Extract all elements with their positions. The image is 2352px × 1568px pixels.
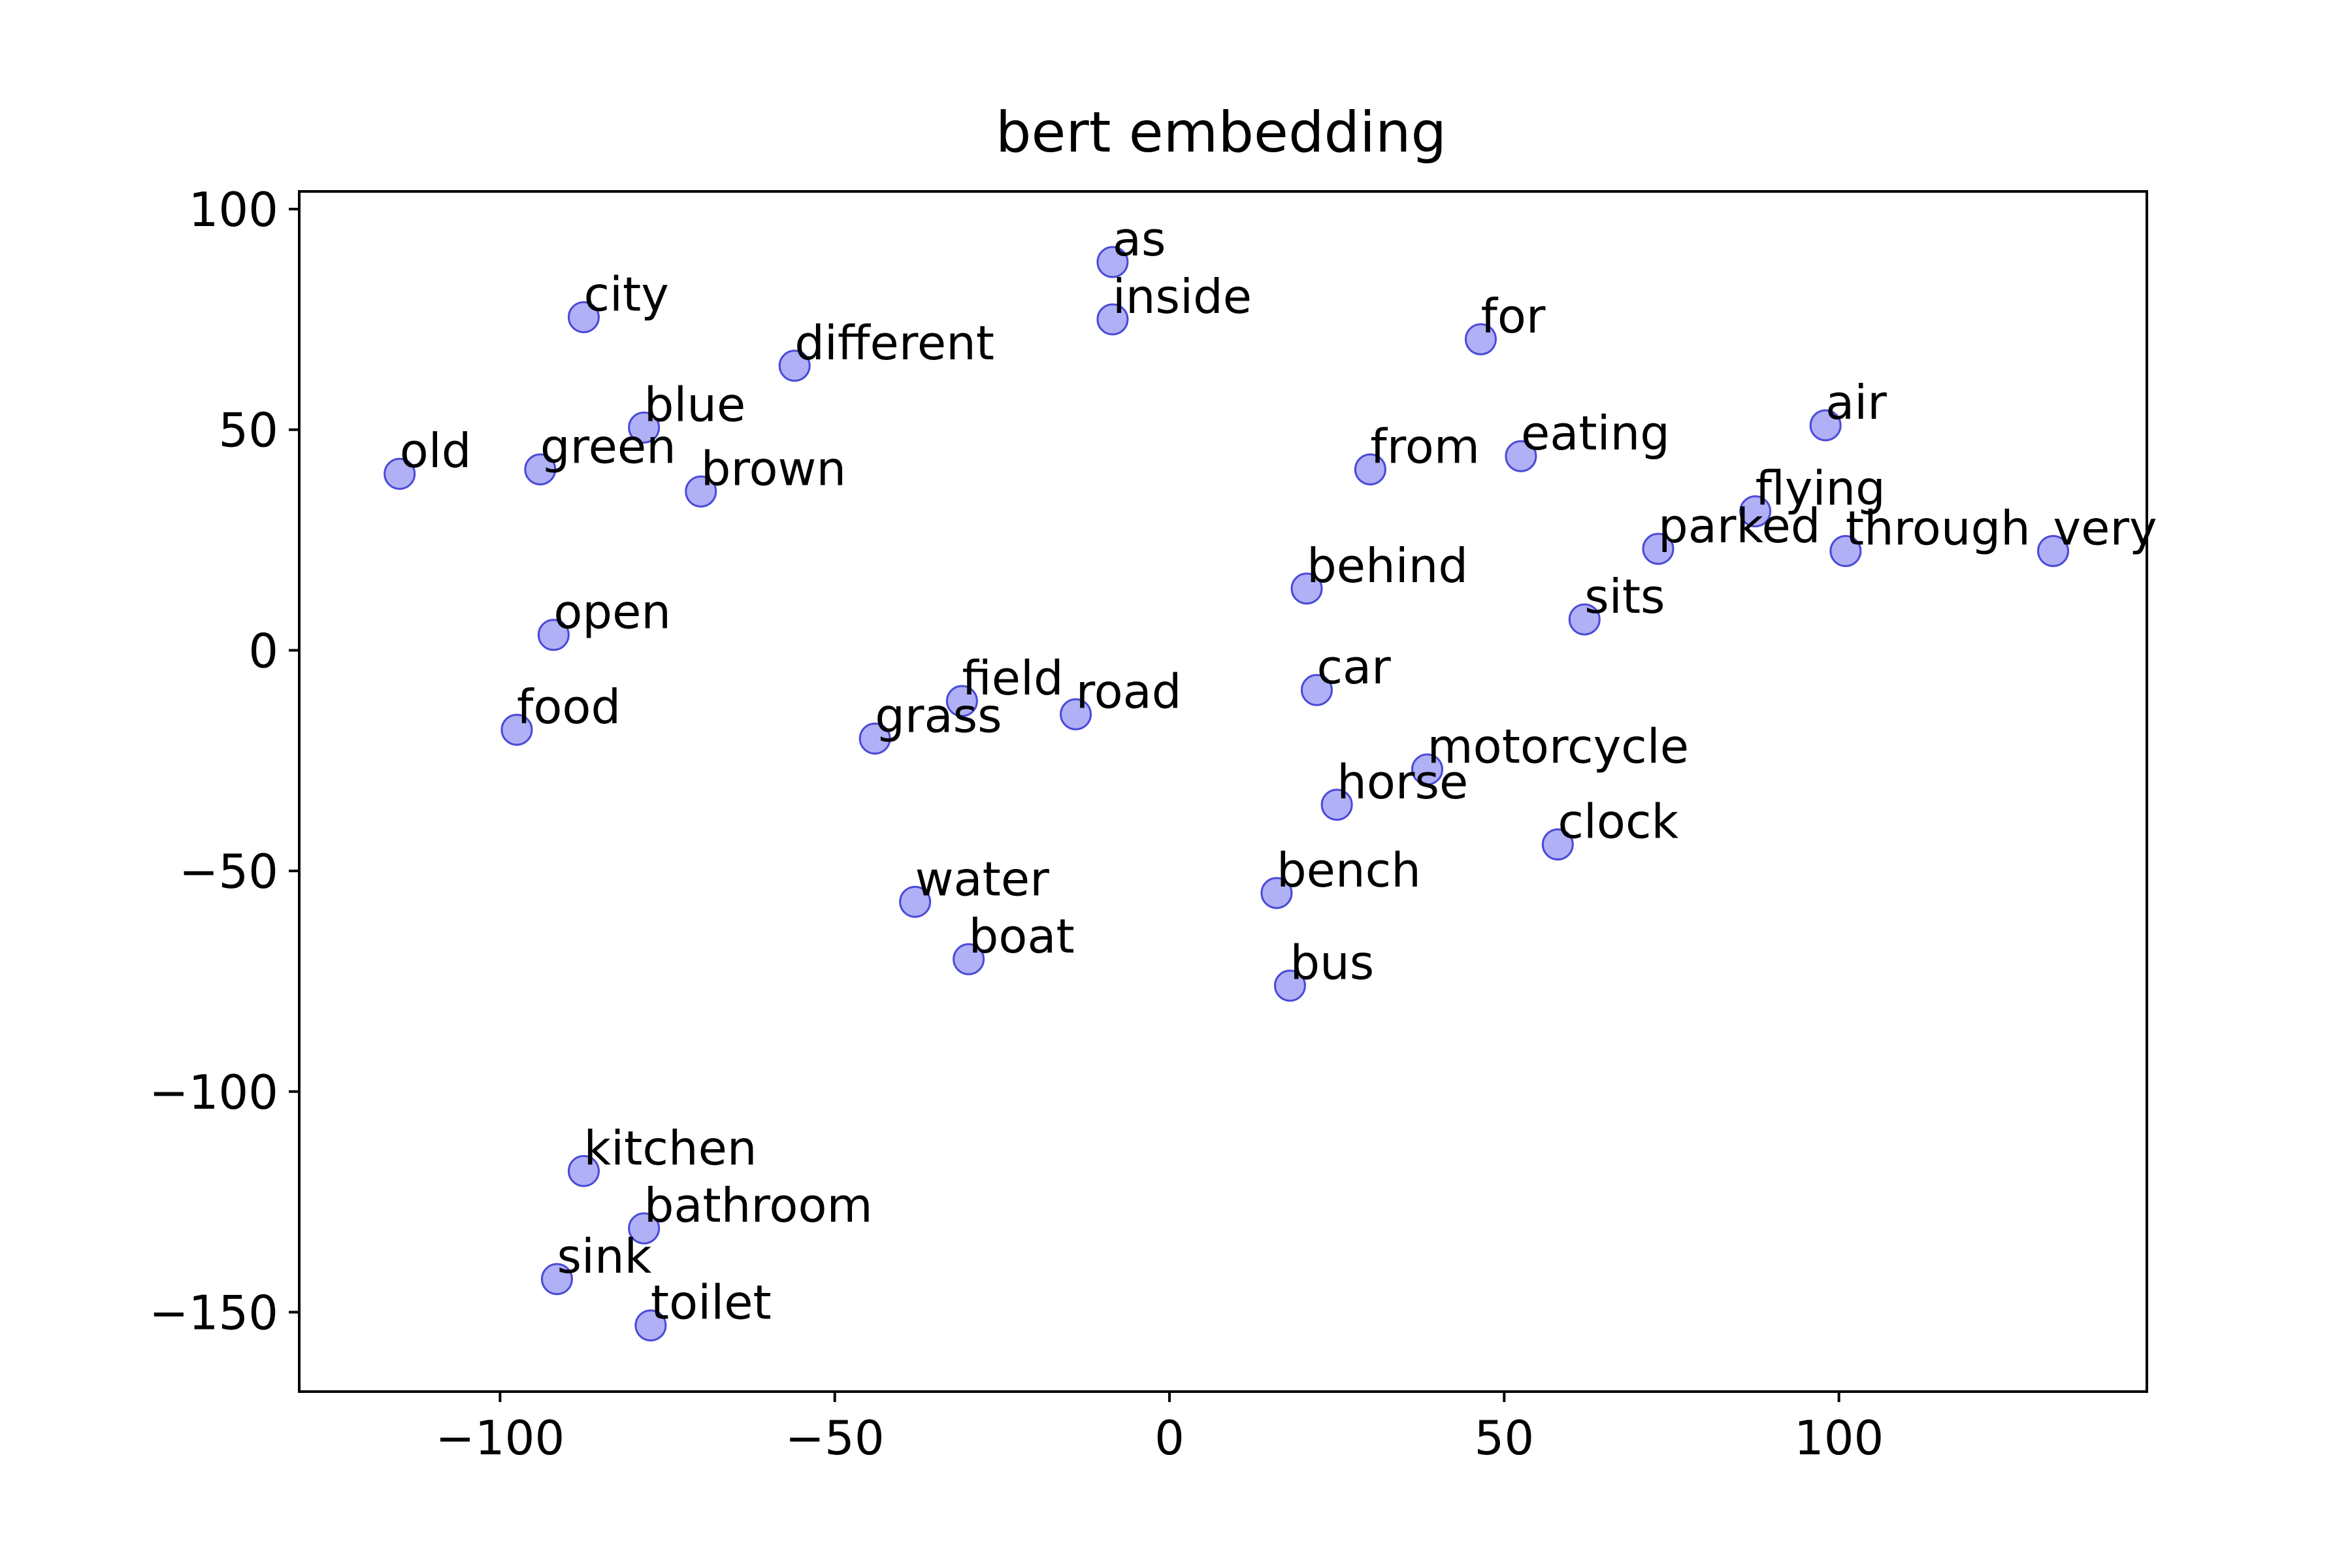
point-label: sink: [557, 1229, 651, 1284]
scatter-point: [1464, 323, 1497, 355]
scatter-point: [1060, 698, 1092, 730]
point-label: field: [962, 651, 1063, 706]
scatter-point: [384, 457, 416, 490]
point-label: sits: [1584, 569, 1665, 624]
plot-area-frame: [298, 190, 2148, 1393]
point-label: air: [1825, 375, 1887, 430]
scatter-point: [628, 411, 661, 444]
point-label: water: [915, 851, 1050, 906]
scatter-point: [1541, 828, 1574, 861]
point-label: grass: [875, 688, 1002, 743]
scatter-point: [1290, 572, 1323, 605]
scatter-point: [1096, 303, 1129, 336]
scatter-point: [1354, 453, 1386, 485]
scatter-point: [685, 475, 717, 508]
x-axis: −100 −50 0 50 100: [436, 1392, 1884, 1465]
y-tick-label: 100: [189, 182, 278, 237]
point-label: flying: [1756, 461, 1886, 516]
point-label: for: [1480, 289, 1545, 344]
x-tick-label: 0: [1154, 1411, 1184, 1465]
scatter-point: [1809, 409, 1842, 442]
scatter-point: [540, 1263, 573, 1296]
scatter-point: [567, 301, 600, 333]
point-label: very: [2053, 500, 2157, 555]
scatter-point: [1320, 789, 1353, 821]
point-label: clock: [1558, 794, 1678, 849]
point-label: old: [400, 423, 472, 478]
point-label: motorcycle: [1428, 719, 1690, 774]
point-label: open: [553, 585, 671, 640]
point-label: bathroom: [644, 1178, 873, 1233]
point-label: parked: [1658, 498, 1821, 553]
chart-title: bert embedding: [996, 100, 1446, 165]
points-layer: [384, 246, 2070, 1342]
scatter-point: [1739, 495, 1772, 528]
point-label: kitchen: [583, 1120, 757, 1175]
point-label: from: [1370, 419, 1480, 474]
x-tick-label: 100: [1794, 1411, 1884, 1465]
scatter-point: [1568, 603, 1601, 636]
scatter-point: [500, 713, 533, 746]
scatter-point: [778, 350, 811, 382]
point-label: boat: [969, 909, 1075, 964]
scatter-point: [567, 1154, 600, 1187]
y-tick-label: −150: [149, 1285, 278, 1340]
scatter-point: [858, 722, 891, 755]
point-label: behind: [1307, 538, 1468, 593]
point-label: road: [1076, 664, 1182, 719]
point-label: bus: [1290, 936, 1374, 990]
scatter-point: [537, 619, 570, 651]
scatter-point: [1829, 534, 1862, 567]
scatter-point: [945, 685, 978, 717]
point-label: city: [583, 267, 668, 321]
point-label: inside: [1113, 269, 1252, 324]
scatter-point: [1260, 877, 1293, 909]
scatter-point: [1300, 674, 1333, 706]
x-tick-label: −100: [436, 1411, 565, 1465]
scatter-point: [899, 885, 932, 918]
y-tick-label: −100: [149, 1065, 278, 1120]
y-tick-label: 50: [218, 403, 278, 458]
point-label: green: [540, 419, 676, 474]
scatter-point: [628, 1212, 661, 1245]
point-label: through: [1846, 500, 2031, 555]
point-label: toilet: [651, 1275, 772, 1330]
scatter-point: [1096, 246, 1129, 278]
scatter-point: [1273, 970, 1306, 1002]
point-label: blue: [644, 377, 746, 432]
scatter-point: [1642, 532, 1674, 565]
point-label: eating: [1521, 406, 1670, 461]
y-tick-label: 0: [248, 623, 278, 678]
y-axis: 100 50 0 −50 −100 −150: [149, 182, 299, 1340]
point-label: bench: [1277, 843, 1421, 898]
x-tick-label: 50: [1475, 1411, 1535, 1465]
point-label: food: [517, 679, 621, 734]
scatter-point: [1411, 753, 1444, 786]
point-label: brown: [701, 441, 846, 496]
point-label: as: [1113, 212, 1166, 267]
scatter-point: [2037, 534, 2070, 567]
scatter-point: [953, 943, 985, 975]
point-label: horse: [1337, 755, 1468, 809]
scatter-point: [524, 453, 557, 485]
scatter-point: [1505, 440, 1537, 472]
x-tick-label: −50: [785, 1411, 885, 1465]
y-tick-label: −50: [179, 844, 278, 899]
point-label: car: [1316, 640, 1391, 694]
point-label: different: [794, 316, 994, 370]
scatter-point: [634, 1309, 667, 1342]
